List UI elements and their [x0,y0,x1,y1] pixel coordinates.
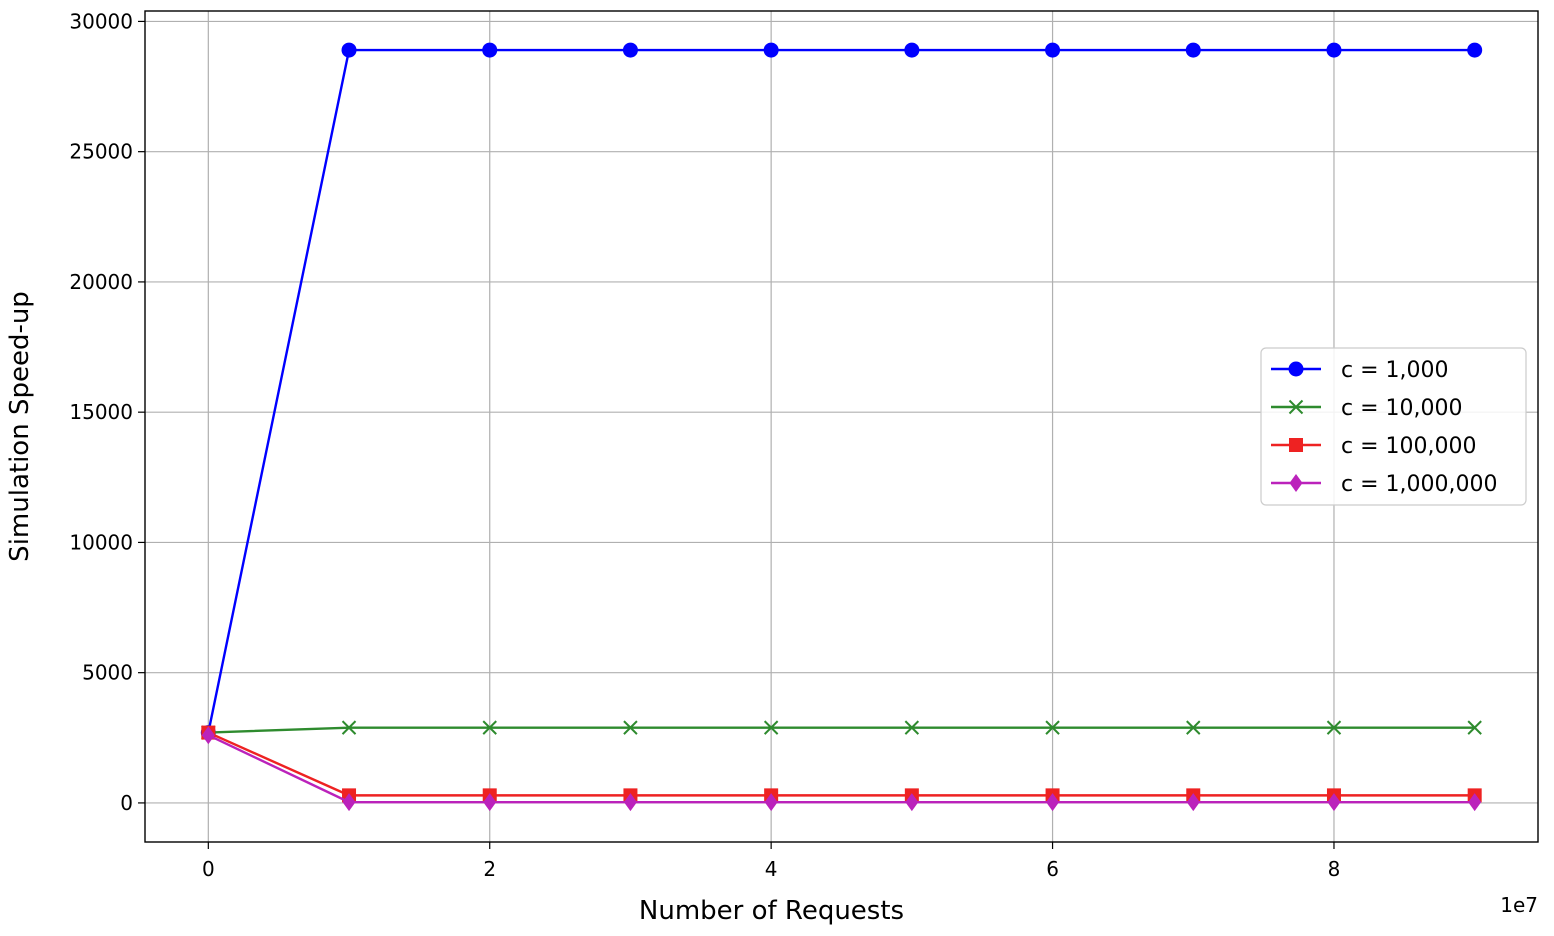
y-tick-label: 30000 [69,9,133,33]
ticks: 0 2 4 6 8 0 5000 10000 15000 20000 25000 30000 [69,9,1340,881]
legend-marker [1289,438,1303,452]
legend: c = 1,000 c = 10,000 c = 100,000 c = 1,000,… [1260,347,1527,506]
y-tick-label: 5000 [82,661,133,685]
x-axis-offset-label: 1e7 [1500,893,1538,917]
plot-frame [144,10,1539,843]
x-tick-label: 2 [483,857,496,881]
data-point [1326,720,1342,735]
y-tick-label: 10000 [69,530,133,554]
series-layer [200,42,1483,812]
data-point [1045,42,1061,58]
x-tick-label: 6 [1046,857,1059,881]
legend-marker [1288,399,1304,415]
legend-marker [1289,474,1303,492]
x-axis-title: Number of Requests [639,896,904,926]
data-point [764,793,778,812]
series-4 [201,726,1482,812]
data-point [904,720,920,735]
series-line [207,731,1475,797]
legend-item: c = 1,000 [1271,358,1449,383]
data-point [483,793,497,812]
data-point [1186,793,1200,812]
data-point [1327,793,1341,812]
data-point [1046,793,1060,812]
data-point [622,42,638,58]
data-point [1326,42,1342,58]
data-point [763,42,779,58]
series-line [207,48,1475,733]
y-axis-title: Simulation Speed-up [5,291,35,562]
y-tick-label: 20000 [69,270,133,294]
x-tick-label: 0 [202,857,215,881]
series-line [207,734,1475,804]
x-tick-label: 4 [765,857,778,881]
data-point [623,720,638,735]
legend-box [1260,347,1527,506]
legend-item: c = 1,000,000 [1271,472,1497,497]
data-point [1467,720,1482,735]
data-point [1185,42,1201,58]
data-point [763,720,779,735]
y-tick-label: 25000 [69,140,133,164]
series-2 [201,720,1482,740]
legend-item: c = 100,000 [1271,434,1477,459]
series-line [208,726,1475,734]
grid [145,11,1538,842]
data-point [342,793,356,812]
data-point [201,726,215,745]
data-point [623,793,637,812]
legend-label: c = 100,000 [1341,434,1477,459]
y-tick-label: 15000 [69,400,133,424]
y-tick-label: 0 [120,791,133,815]
data-point [1045,720,1060,735]
data-point [905,793,919,812]
legend-label: c = 10,000 [1341,396,1463,421]
data-point [904,42,920,58]
legend-item: c = 10,000 [1271,396,1463,421]
data-point [341,42,357,58]
data-point [482,42,498,58]
data-point [482,720,497,735]
legend-label: c = 1,000,000 [1341,472,1497,497]
legend-marker [1288,361,1304,377]
data-point [341,720,357,735]
data-point [1467,42,1483,58]
data-point [1186,720,1201,735]
x-tick-label: 8 [1328,857,1341,881]
legend-label: c = 1,000 [1341,358,1449,383]
data-point [1468,793,1482,812]
